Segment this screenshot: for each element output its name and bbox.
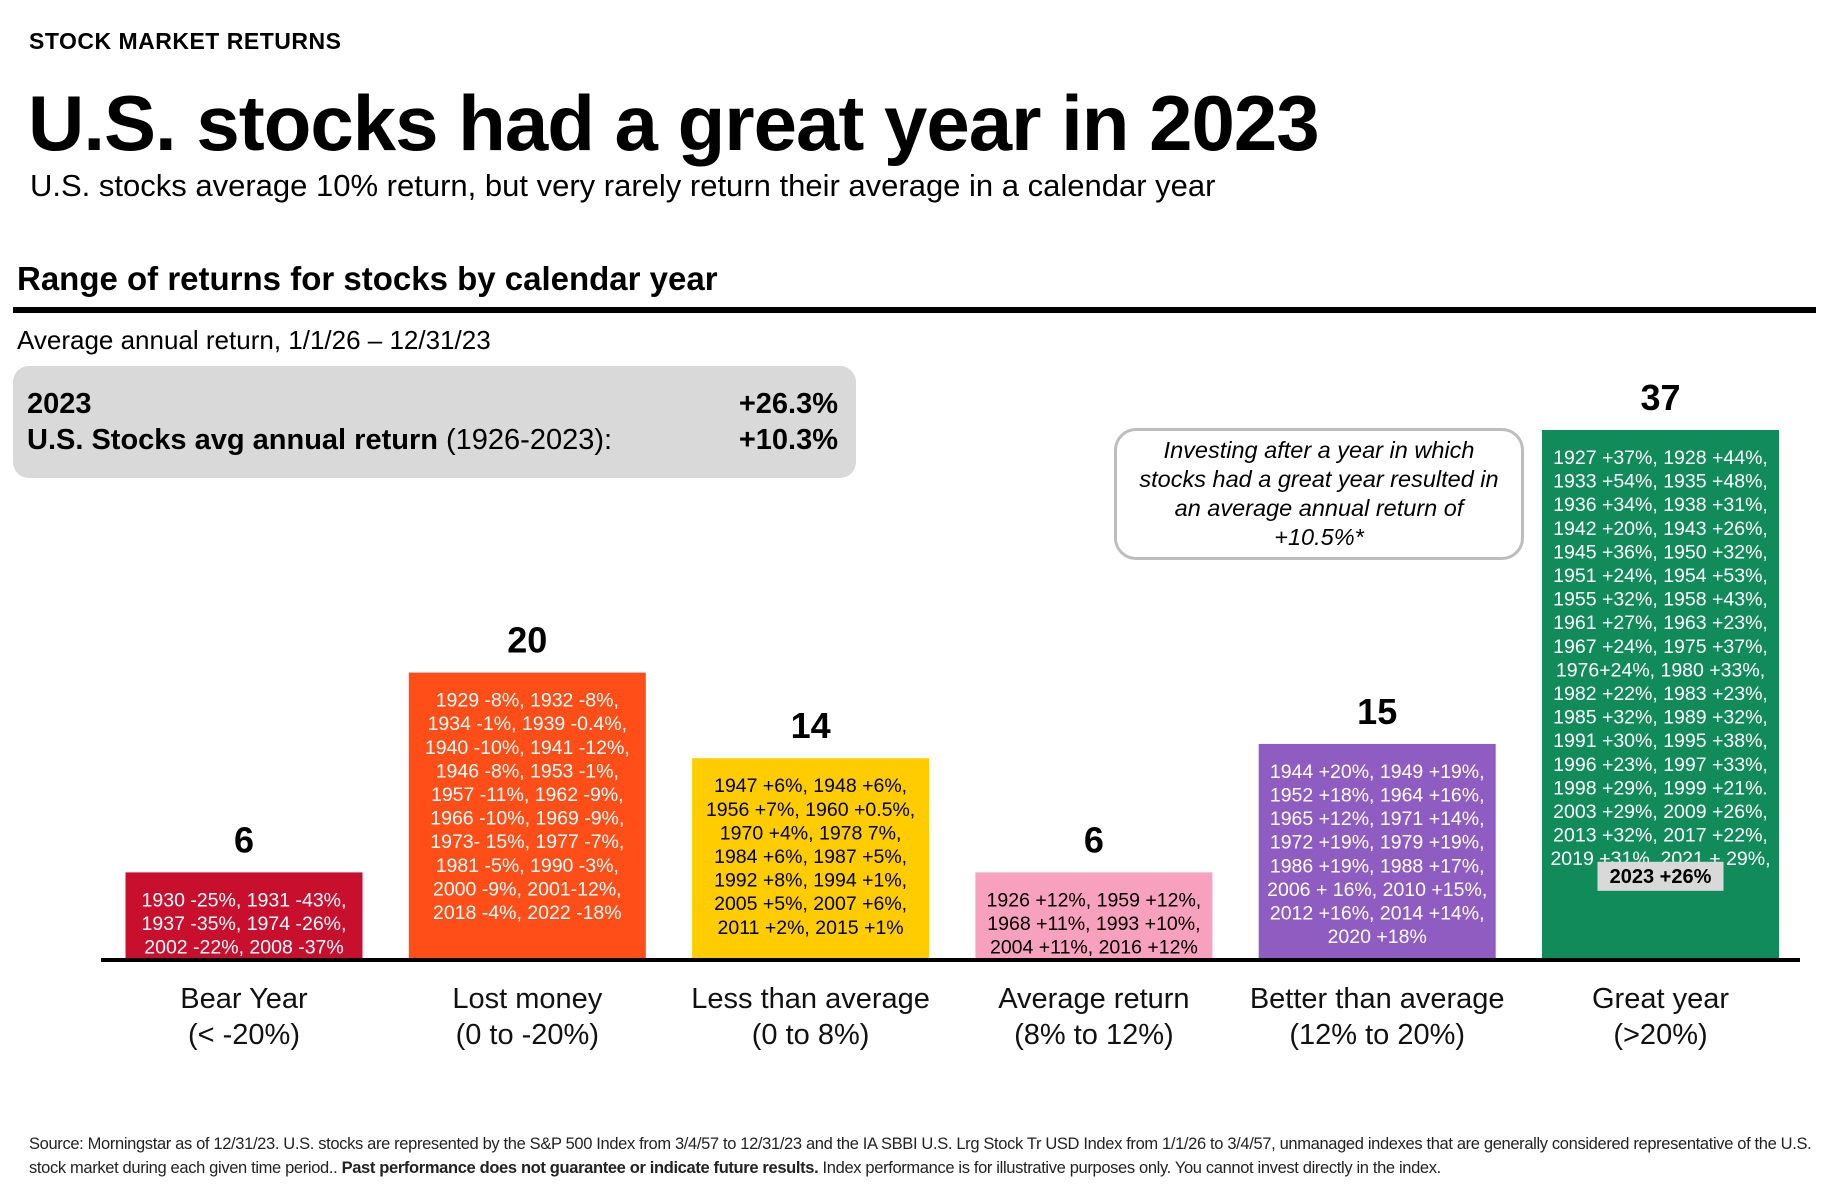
bar-average-return [975,872,1213,958]
year-list-line: 2002 -22%, 2008 -37% [144,937,343,959]
year-list-line: 1982 +22%, 1983 +23%, [1553,683,1768,705]
year-list-line: 1926 +12%, 1959 +12%, [987,889,1202,911]
kicker-label: STOCK MARKET RETURNS [29,28,342,54]
year-list-line: 1966 -10%, 1969 -9%, [430,808,624,830]
year-list-line: 1952 +18%, 1964 +16%, [1270,785,1485,807]
year-list-line: 1981 -5%, 1990 -3%, [436,855,619,877]
summary-row-2023: 2023 +26.3% [27,388,838,421]
category-label-average-return: Average return [998,983,1189,1015]
year-list-line: 1998 +29%, 1999 +21%. [1553,777,1768,799]
year-list-line: 2006 + 16%, 2010 +15%, [1267,879,1487,901]
category-label-better-than-average: Better than average [1250,983,1505,1015]
category-range-bear-year: (< -20%) [188,1019,300,1051]
year-list-line: 1936 +34%, 1938 +31%, [1553,494,1768,516]
year-list-line: 1944 +20%, 1949 +19%, [1270,761,1485,783]
bar-bear-year [125,872,363,958]
summary-box: 2023 +26.3% U.S. Stocks avg annual retur… [13,366,856,478]
value-label-lost-money: 20 [507,620,547,661]
year-list-line: 1955 +32%, 1958 +43%, [1553,589,1768,611]
year-list-line: 1933 +54%, 1935 +48%, [1553,471,1768,493]
value-label-great-year: 37 [1640,377,1680,418]
year-list-line: 1942 +20%, 1943 +26%, [1553,518,1768,540]
chart-title: Range of returns for stocks by calendar … [17,260,718,297]
value-label-bear-year: 6 [234,819,254,860]
category-range-better-than-average: (12% to 20%) [1289,1019,1465,1051]
summary-year-label: 2023 [27,388,92,420]
year-list-line: 2005 +5%, 2007 +6%, [714,893,907,915]
year-list-line: 2020 +18% [1328,926,1427,948]
year-list-line: 1957 -11%, 1962 -9%, [431,784,624,806]
year-list-line: 1976+24%, 1980 +33%, [1556,659,1765,681]
year-list-line: 1986 +19%, 1988 +17%, [1270,855,1485,877]
year-list-line: 2013 +32%, 2017 +22%, [1553,825,1768,847]
category-label-bear-year: Bear Year [180,983,308,1015]
year-list-line: 1951 +24%, 1954 +53%, [1553,565,1768,587]
year-list-line: 1985 +32%, 1989 +32%, [1553,707,1768,729]
year-list-line: 1970 +4%, 1978 7%, [720,822,902,844]
year-list-line: 1927 +37%, 1928 +44%, [1553,447,1768,469]
year-list-line: 1967 +24%, 1975 +37%, [1553,636,1768,658]
year-list-line: 1965 +12%, 1971 +14%, [1270,808,1485,830]
year-list-line: 1947 +6%, 1948 +6%, [714,775,907,797]
category-range-lost-money: (0 to -20%) [456,1019,599,1051]
bar-less-than-average [692,758,930,958]
category-range-average-return: (8% to 12%) [1014,1019,1174,1051]
year-list-line: 1991 +30%, 1995 +38%, [1553,730,1768,752]
year-list-line: 1940 -10%, 1941 -12%, [425,737,630,759]
year-list-line: 2000 -9%, 2001-12%, [433,878,622,900]
year-list-line: 1946 -8%, 1953 -1%, [436,760,619,782]
year-list-line: 2012 +16%, 2014 +14%, [1270,903,1485,925]
period-label: Average annual return, 1/1/26 – 12/31/23 [17,325,491,355]
year-list-line: 1996 +23%, 1997 +33%, [1553,754,1768,776]
year-list-line: 2004 +11%, 2016 +12% [990,937,1198,959]
category-range-great-year: (>20%) [1613,1019,1707,1051]
year-list-line: 1937 -35%, 1974 -26%, [142,913,347,935]
year-list-line: 1984 +6%, 1987 +5%, [714,846,907,868]
highlight-2023-badge [1597,861,1724,891]
year-list-line: 2018 -4%, 2022 -18% [433,902,622,924]
summary-average-label: U.S. Stocks avg annual return (1926-2023… [27,424,613,456]
callout-box: Investing after a year in which stocks h… [1114,428,1524,560]
source-footnote: Source: Morningstar as of 12/31/23. U.S.… [29,1135,1812,1177]
category-label-less-than-average: Less than average [691,983,930,1015]
summary-row-average: U.S. Stocks avg annual return (1926-2023… [27,424,838,457]
bar-lost-money [408,672,646,958]
year-list-line: 2003 +29%, 2009 +26%, [1553,801,1768,823]
title-divider [13,307,1816,313]
year-list-line: 1930 -25%, 1931 -43%, [142,889,347,911]
year-list-line: 1934 -1%, 1939 -0.4%, [428,713,627,735]
year-list-line: 1961 +27%, 1963 +23%, [1553,612,1768,634]
summary-year-value: +26.3% [738,388,838,420]
year-list-line: 2011 +2%, 2015 +1% [718,917,904,939]
page-title: U.S. stocks had a great year in 2023 [28,79,1320,167]
year-list-line: 1973- 15%, 1977 -7%, [430,831,624,853]
highlight-2023-label: 2023 +26% [1610,866,1712,888]
value-label-less-than-average: 14 [791,705,831,746]
year-list-line: 1972 +19%, 1979 +19%, [1270,832,1485,854]
year-list-line: 1992 +8%, 1994 +1%, [714,870,907,892]
value-label-better-than-average: 15 [1357,691,1397,732]
category-label-lost-money: Lost money [452,983,602,1015]
category-range-less-than-average: (0 to 8%) [752,1019,870,1051]
year-list-line: 1929 -8%, 1932 -8%, [436,690,619,712]
year-list-line: 1968 +11%, 1993 +10%, [987,913,1200,935]
summary-average-value: +10.3% [738,424,838,456]
category-label-great-year: Great year [1592,983,1729,1015]
year-list-line: 1945 +36%, 1950 +32%, [1553,541,1768,563]
value-label-average-return: 6 [1084,819,1104,860]
year-list-line: 1956 +7%, 1960 +0.5%, [706,799,915,821]
subtitle: U.S. stocks average 10% return, but very… [30,168,1216,203]
bar-better-than-average [1258,743,1496,958]
